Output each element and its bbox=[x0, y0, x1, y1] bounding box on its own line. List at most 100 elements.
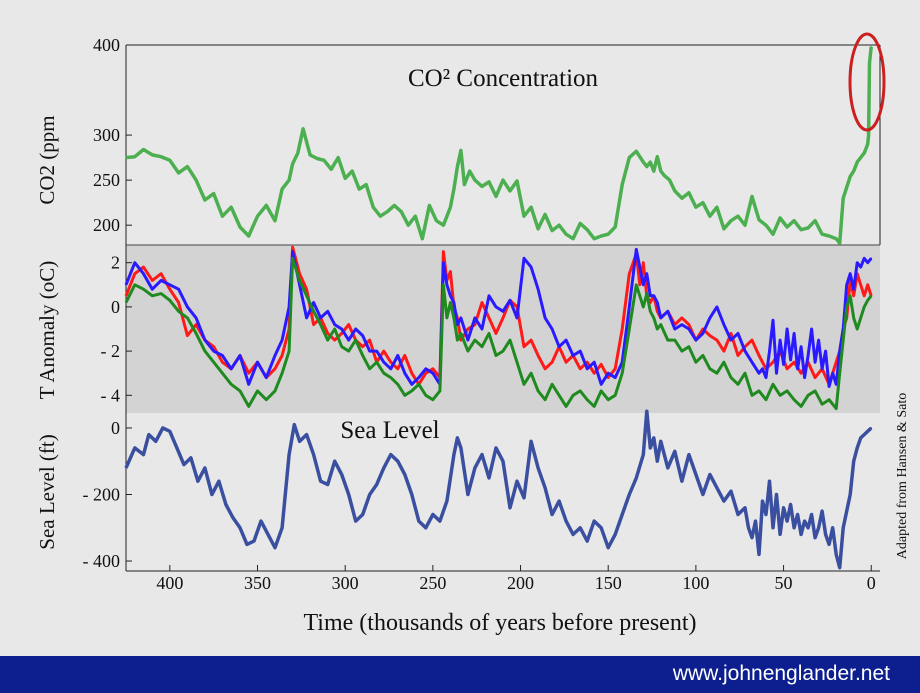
sea-level-series-point bbox=[411, 493, 413, 496]
temperature-series-red-point bbox=[863, 295, 866, 297]
temperature-series-blue-point bbox=[863, 257, 866, 260]
temperature-series-blue-point bbox=[737, 332, 739, 335]
temperature-series-green-point bbox=[256, 390, 259, 392]
temperature-series-green-point bbox=[702, 354, 704, 357]
temperature-series-blue-point bbox=[870, 257, 873, 260]
temperature-series-green-point bbox=[239, 390, 241, 392]
co2-title: CO² Concentration bbox=[408, 65, 599, 92]
temperature-series-blue-point bbox=[256, 361, 259, 363]
sea-level-series-point bbox=[142, 453, 145, 456]
co2-series-point bbox=[544, 213, 546, 216]
co2-series-point bbox=[821, 233, 823, 235]
temperature-series-blue-point bbox=[695, 339, 697, 341]
temperature-series-green-point bbox=[674, 339, 676, 341]
temperature-series-red-point bbox=[389, 361, 392, 363]
co2-series-point bbox=[421, 237, 424, 240]
temperature-series-green-point bbox=[354, 339, 357, 341]
co2-series-point bbox=[621, 183, 624, 186]
sea-level-series-point bbox=[628, 493, 631, 496]
temperature-series-blue-point bbox=[775, 372, 778, 375]
co2-series-point bbox=[309, 154, 311, 156]
sea-level-series-point bbox=[474, 467, 476, 469]
co2-series-point bbox=[565, 233, 567, 235]
temperature-series-red-point bbox=[411, 372, 413, 375]
temperature-series-red-point bbox=[432, 367, 434, 370]
sea-level-series-point bbox=[288, 453, 290, 456]
temperature-series-red-point bbox=[368, 339, 371, 341]
co2-series-point bbox=[558, 224, 560, 226]
co2-series-point bbox=[859, 156, 862, 159]
temperature-series-red-point bbox=[628, 272, 631, 275]
temperature-series-blue-point bbox=[160, 279, 162, 282]
sea-level-series-point bbox=[709, 473, 711, 476]
co2-series-point bbox=[435, 219, 438, 222]
co2-series-point bbox=[600, 235, 602, 237]
co2-series-point bbox=[281, 188, 283, 190]
sea-level-series-point bbox=[260, 520, 262, 522]
temperature-series-green-point bbox=[744, 372, 746, 375]
co2-series-point bbox=[151, 154, 154, 156]
chart-svg: 200 250 300 400 2 0 - 2 - 4 0 - 200 - 400 400 350 300… bbox=[35, 32, 910, 636]
temperature-series-green-point bbox=[389, 376, 392, 379]
temperature-series-red-point bbox=[793, 361, 795, 363]
sea-level-series-point bbox=[716, 487, 718, 489]
co2-series-point bbox=[723, 227, 725, 230]
temperature-series-blue-point bbox=[453, 301, 455, 304]
temperature-series-blue-point bbox=[838, 350, 841, 352]
temperature-series-green-point bbox=[723, 361, 725, 363]
temperature-series-red-point bbox=[621, 328, 624, 330]
co2-series-point bbox=[247, 235, 250, 237]
temperature-series-blue-point bbox=[807, 354, 809, 357]
co2-series-point bbox=[579, 222, 581, 225]
temperature-series-green-point bbox=[579, 390, 581, 392]
co2-series-point bbox=[695, 206, 697, 208]
temperature-series-green-point bbox=[274, 390, 276, 392]
temperature-series-red-point bbox=[716, 339, 718, 341]
co2-series-point bbox=[509, 190, 511, 192]
co2-series-point bbox=[142, 148, 145, 151]
temperature-series-blue-point bbox=[291, 250, 294, 253]
co2-series-point bbox=[502, 179, 504, 181]
temperature-series-green-point bbox=[600, 390, 602, 392]
co2-series-point bbox=[814, 219, 816, 222]
temperature-series-green-point bbox=[779, 394, 781, 397]
sea-level-series-point bbox=[586, 540, 588, 542]
sea-level-series-point bbox=[558, 500, 560, 502]
temperature-series-green-point bbox=[432, 398, 434, 401]
co2-series-point bbox=[358, 188, 361, 190]
temperature-series-blue-point bbox=[845, 283, 848, 286]
temperature-series-blue-point bbox=[782, 363, 785, 366]
temperature-series-red-point bbox=[195, 323, 197, 326]
co2-series-point bbox=[302, 127, 304, 130]
sea-level-series-point bbox=[183, 463, 185, 466]
temperature-series-red-point bbox=[786, 367, 788, 370]
sea-level-series-point bbox=[162, 427, 164, 429]
temperature-series-green-point bbox=[456, 339, 459, 341]
temperature-series-green-point bbox=[312, 310, 315, 313]
co2-series-point bbox=[481, 185, 483, 188]
temperature-ytick-label: - 4 bbox=[101, 385, 121, 405]
website-link[interactable]: www.johnenglander.net bbox=[672, 662, 890, 685]
temperature-series-blue-point bbox=[772, 319, 774, 321]
temperature-series-blue-point bbox=[481, 328, 483, 330]
co2-ytick-label: 400 bbox=[93, 35, 120, 55]
temperature-series-green-point bbox=[361, 354, 364, 357]
temperature-series-green-point bbox=[835, 407, 837, 410]
temperature-series-red-point bbox=[274, 367, 276, 370]
sea-level-series-point bbox=[849, 493, 851, 496]
sea-level-series-point bbox=[842, 526, 844, 529]
temperature-series-blue-point bbox=[730, 339, 732, 341]
sea-level-series-line bbox=[124, 409, 873, 570]
footer-bar: www.johnenglander.net bbox=[0, 656, 920, 693]
sea-level-series-point bbox=[772, 526, 774, 529]
temperature-series-green-point bbox=[133, 283, 136, 286]
temperature-series-green-point bbox=[195, 332, 197, 335]
x-tick-label: 150 bbox=[595, 573, 622, 593]
co2-series-point bbox=[849, 175, 851, 178]
sea-level-series-point bbox=[460, 447, 462, 449]
temperature-series-blue-point bbox=[751, 361, 753, 363]
sea-level-series-point bbox=[810, 513, 813, 516]
sea-level-series-point bbox=[312, 453, 315, 456]
sea-level-y-axis-label: Sea Level (ft) bbox=[35, 434, 59, 549]
temperature-series-green-point bbox=[488, 332, 490, 335]
